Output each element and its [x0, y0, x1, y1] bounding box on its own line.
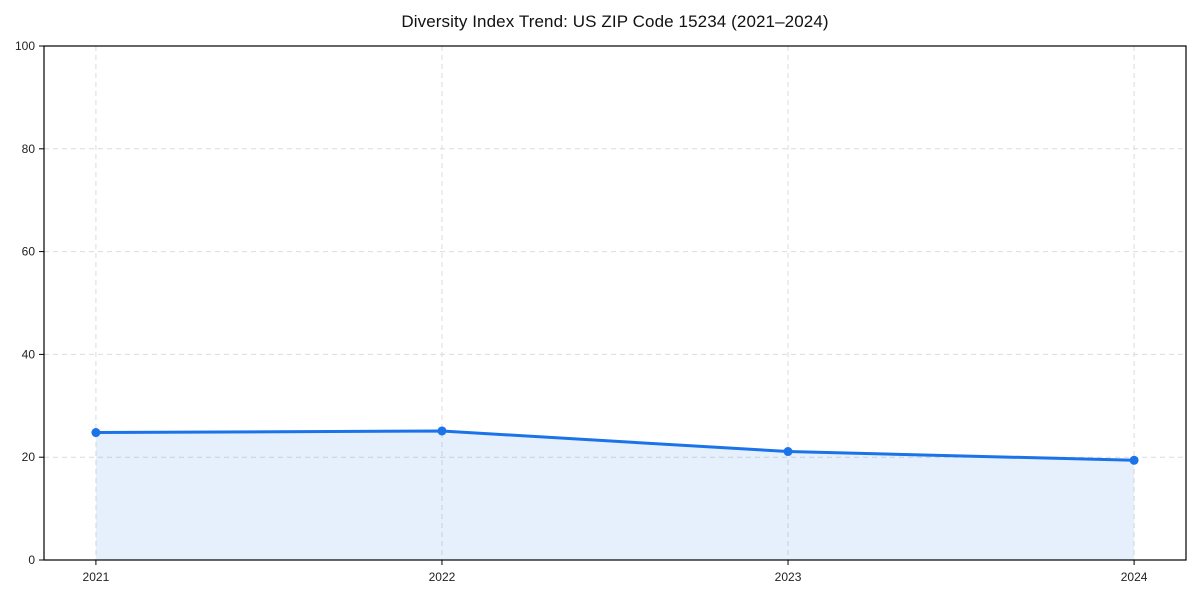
x-tick-label: 2021: [83, 570, 110, 584]
x-tick-label: 2023: [775, 570, 802, 584]
data-point-marker: [1129, 455, 1139, 465]
x-tick-label: 2022: [429, 570, 456, 584]
plot-border: [43, 45, 1187, 561]
data-point-marker: [783, 447, 793, 457]
data-point-marker: [437, 426, 447, 436]
data-point-marker: [91, 428, 101, 438]
trend-line: [94, 429, 1136, 462]
y-tick-label: 20: [22, 450, 36, 464]
chart-title: Diversity Index Trend: US ZIP Code 15234…: [401, 12, 829, 31]
y-tick-label: 60: [22, 245, 36, 259]
area-fill: [95, 430, 1135, 560]
y-tick-label: 100: [15, 39, 35, 53]
y-tick-label: 0: [28, 553, 35, 567]
y-tick-label: 80: [22, 142, 36, 156]
x-tick-label: 2024: [1121, 570, 1148, 584]
y-tick-label: 40: [22, 347, 36, 361]
